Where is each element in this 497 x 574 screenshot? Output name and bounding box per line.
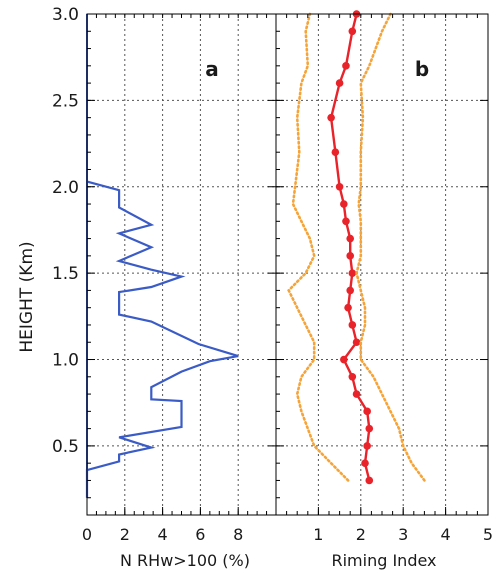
series-point-red bbox=[352, 390, 361, 398]
panel-a-label: a bbox=[205, 57, 219, 81]
series-point-red bbox=[342, 62, 350, 70]
series-point-red bbox=[365, 476, 374, 485]
series-point-red bbox=[363, 407, 371, 416]
x-tick-label-b: 4 bbox=[441, 525, 451, 544]
series-point-red bbox=[331, 148, 340, 157]
series-point-red bbox=[340, 200, 348, 208]
series-point-red bbox=[346, 286, 355, 295]
x-tick-label-a: 4 bbox=[158, 525, 168, 544]
x-tick-label-a: 6 bbox=[195, 525, 205, 544]
series-point-red bbox=[348, 321, 357, 329]
x-tick-label-b: 3 bbox=[398, 525, 408, 544]
y-tick-label: 1.0 bbox=[52, 351, 79, 371]
x-tick-label-a: 2 bbox=[120, 525, 130, 544]
series-point-red bbox=[346, 252, 355, 260]
y-tick-label: 3.0 bbox=[52, 5, 79, 25]
ticks-layer: 0 2 4 6 8 0.5 1.0 1.5 2.0 2.5 3.0 1 2 3 4 5 bbox=[52, 5, 493, 544]
series-point-red bbox=[352, 338, 361, 347]
series-point-red bbox=[348, 372, 357, 381]
series-point-red bbox=[344, 303, 352, 312]
y-tick-label: 2.0 bbox=[52, 178, 79, 198]
panel-b-label: b bbox=[415, 57, 429, 81]
series-point-red bbox=[327, 113, 335, 122]
y-tick-label: 2.5 bbox=[52, 91, 79, 111]
x-tick-label-b: 2 bbox=[356, 525, 366, 544]
series-line-orange-1 bbox=[287, 12, 350, 482]
y-axis-title: HEIGHT (Km) bbox=[17, 241, 37, 352]
panel-a-frame bbox=[86, 13, 277, 516]
series-point-red bbox=[335, 79, 344, 87]
grid-a bbox=[87, 14, 276, 515]
series-point-red bbox=[342, 217, 350, 226]
x-tick-label-b: 5 bbox=[483, 525, 493, 544]
series-point-red bbox=[363, 442, 371, 450]
series-line-orange-2 bbox=[355, 12, 426, 482]
series-point-red bbox=[348, 269, 357, 277]
series-point-red bbox=[361, 459, 369, 467]
series-point-red bbox=[365, 424, 374, 433]
x-tick-label-b: 1 bbox=[313, 525, 323, 544]
panel-a-x-axis-title: N RHw>100 (%) bbox=[120, 551, 250, 570]
panel-b-x-axis-title: Riming Index bbox=[331, 551, 436, 570]
x-tick-label-a: 8 bbox=[233, 525, 243, 544]
series-point-red bbox=[346, 234, 355, 243]
x-tick-label-a: 0 bbox=[82, 525, 92, 544]
series-line-blue-profile bbox=[85, 180, 239, 498]
series-layer bbox=[85, 10, 426, 498]
y-tick-label: 0.5 bbox=[52, 437, 79, 457]
series-point-red bbox=[348, 27, 357, 36]
series-point-red bbox=[335, 182, 344, 191]
panel-b-frame bbox=[275, 13, 489, 516]
series-point-red bbox=[340, 355, 348, 364]
y-tick-label: 1.5 bbox=[52, 264, 79, 284]
grid-b bbox=[276, 14, 488, 515]
